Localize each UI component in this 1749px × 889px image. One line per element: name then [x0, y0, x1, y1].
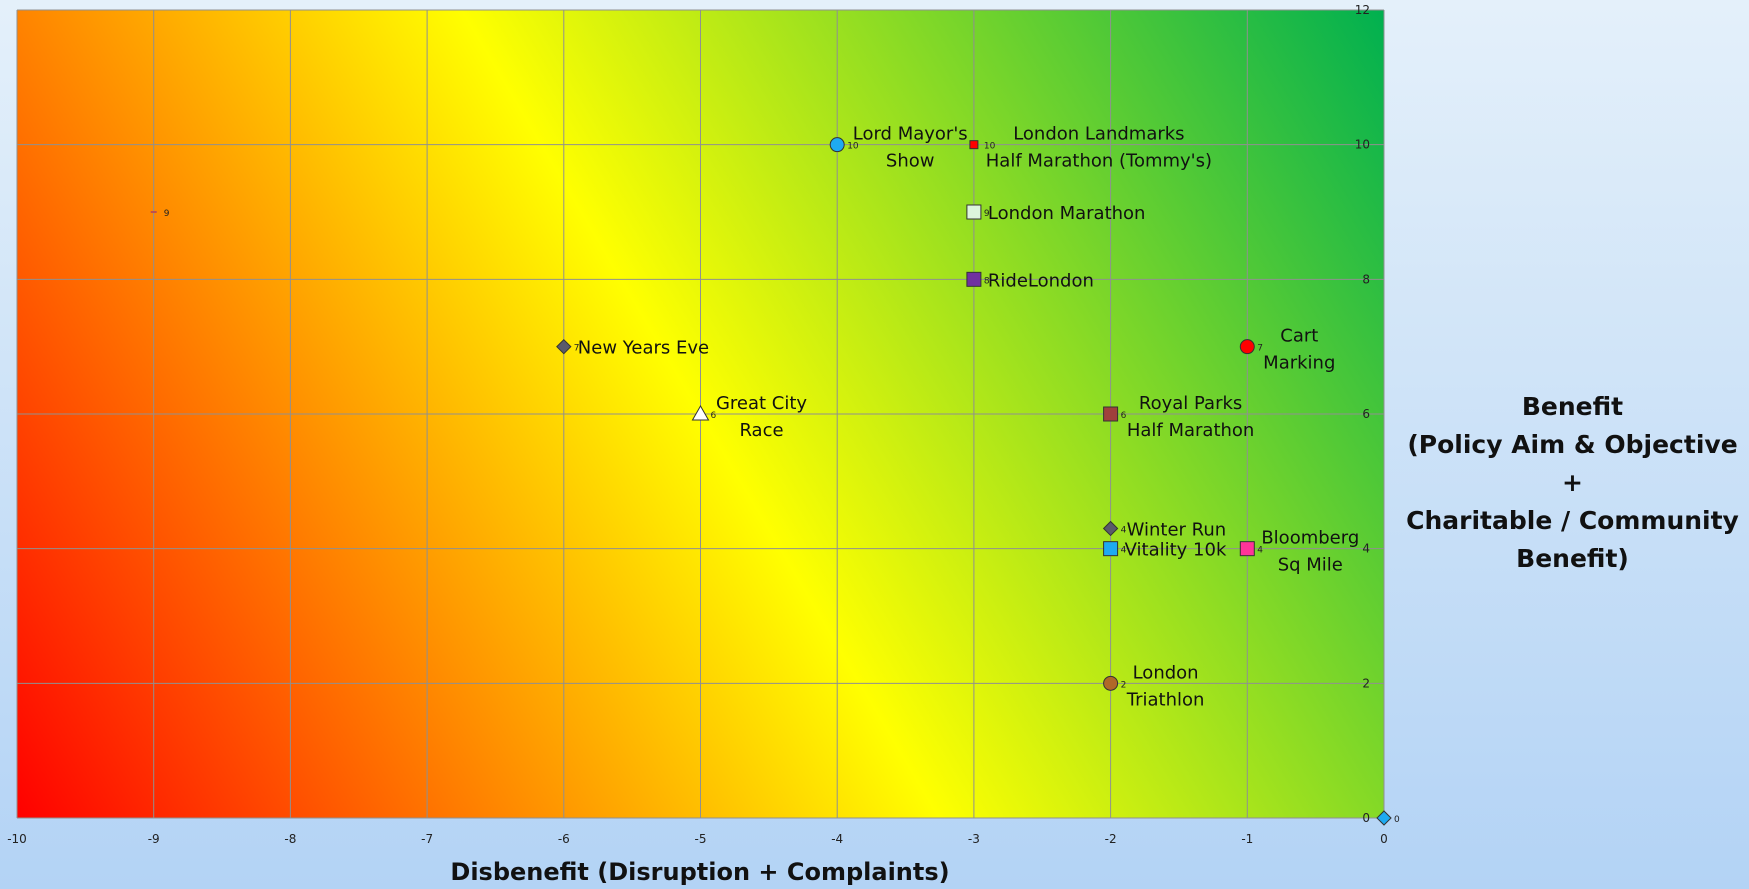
y-tick-label: 8: [1362, 272, 1370, 286]
data-point-marker: [1376, 810, 1392, 826]
data-value-label: 9: [164, 209, 170, 219]
data-value-label: 4: [1257, 546, 1263, 556]
y-tick-label: 10: [1355, 138, 1370, 152]
data-point-label: Cart: [1280, 326, 1318, 347]
y-tick-label: 12: [1355, 3, 1370, 17]
data-point-label: Sq Mile: [1278, 555, 1343, 576]
data-point-marker: [556, 338, 572, 355]
x-tick-label: -7: [421, 832, 433, 846]
data-value-label: 4: [1121, 525, 1127, 535]
data-value-label: 10: [984, 142, 996, 152]
y-axis-title-line: Benefit): [1516, 544, 1629, 573]
x-tick-label: 0: [1380, 832, 1388, 846]
data-point-label: London Landmarks: [1013, 124, 1184, 145]
data-value-label: 10: [847, 142, 859, 152]
data-value-label: 9: [984, 209, 990, 219]
x-tick-label: -1: [1241, 832, 1253, 846]
data-point-label: Half Marathon: [1127, 420, 1255, 441]
data-point-marker: [1103, 541, 1119, 557]
data-point-label: Lord Mayor's: [853, 124, 968, 145]
y-tick-label: 4: [1362, 542, 1370, 556]
y-axis-title: Benefit (Policy Aim & Objective + Charit…: [1400, 388, 1745, 578]
data-value-label: 7: [574, 344, 580, 354]
data-value-label: 2: [1121, 680, 1127, 690]
data-value-label: 6: [1121, 411, 1127, 421]
data-point-label: Great City: [716, 393, 807, 414]
data-point-marker: [1239, 541, 1255, 557]
y-tick-label: 0: [1362, 811, 1370, 825]
data-point-label: Winter Run: [1127, 519, 1227, 540]
data-point-label: Marking: [1263, 353, 1335, 374]
data-point-label: Vitality 10k: [1125, 540, 1227, 561]
data-point-marker: [691, 404, 710, 421]
x-tick-label: -6: [558, 832, 570, 846]
data-value-label: 6: [711, 411, 717, 421]
data-point-marker: [829, 137, 845, 153]
data-point-label: Bloomberg: [1261, 528, 1359, 549]
data-point-label: London: [1133, 662, 1199, 683]
data-value-label: 4: [1121, 546, 1127, 556]
y-tick-label: 2: [1362, 676, 1370, 690]
data-point-marker: [1239, 339, 1255, 355]
data-point-marker: [966, 204, 982, 220]
data-point-label: New Years Eve: [578, 338, 709, 359]
x-axis-title: Disbenefit (Disruption + Complaints): [450, 858, 949, 886]
y-axis-title-line: (Policy Aim & Objective +: [1407, 430, 1738, 497]
data-point-marker: [1102, 520, 1119, 537]
data-point-label: Half Marathon (Tommy's): [986, 151, 1212, 172]
data-point-marker: [969, 140, 979, 150]
x-tick-label: -5: [695, 832, 707, 846]
x-tick-label: -4: [831, 832, 843, 846]
data-point-label: Triathlon: [1126, 689, 1205, 710]
y-axis-title-line: Charitable / Community: [1406, 506, 1739, 535]
data-point-label: Royal Parks: [1139, 393, 1242, 414]
data-point-label: RideLondon: [988, 270, 1094, 291]
data-value-label: 7: [1257, 344, 1263, 354]
data-value-label: 0: [1394, 815, 1400, 825]
x-tick-label: -3: [968, 832, 980, 846]
x-tick-label: -10: [7, 832, 27, 846]
data-point-marker: [966, 271, 982, 287]
y-tick-label: 6: [1362, 407, 1370, 421]
x-tick-label: -8: [284, 832, 296, 846]
data-value-label: 8: [984, 276, 990, 286]
data-point-label: Show: [886, 151, 935, 172]
data-point-label: Race: [739, 420, 783, 441]
data-point-marker: [1103, 675, 1119, 691]
data-point-marker: [1103, 406, 1119, 422]
y-axis-title-line: Benefit: [1521, 392, 1624, 421]
data-point-label: London Marathon: [988, 203, 1146, 224]
x-tick-label: -9: [148, 832, 160, 846]
x-tick-label: -2: [1105, 832, 1117, 846]
